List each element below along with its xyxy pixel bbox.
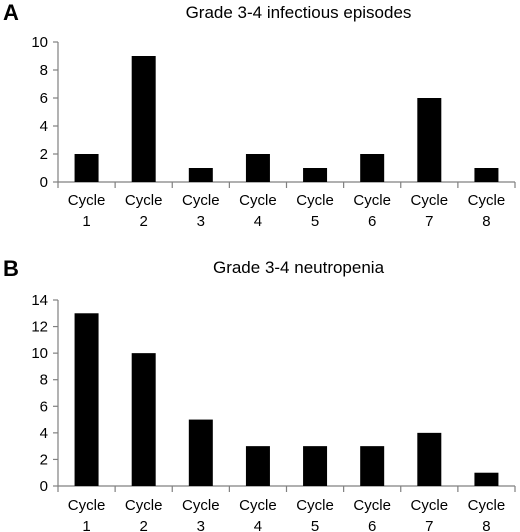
x-tick-label: 1 bbox=[82, 213, 90, 230]
panel-a-infectious-episodes: A Grade 3-4 infectious episodes 0 2 4 6 8 10 Cyc… bbox=[3, 0, 516, 230]
x-tick-label: 6 bbox=[368, 518, 376, 532]
bar bbox=[74, 313, 99, 486]
y-tick-label: 4 bbox=[40, 118, 48, 135]
y-tick-label: 2 bbox=[40, 146, 48, 163]
x-tick-label: Cycle bbox=[125, 192, 163, 209]
bar bbox=[245, 446, 270, 486]
bar bbox=[188, 419, 213, 486]
bar bbox=[74, 154, 99, 182]
x-tick-label: 8 bbox=[482, 213, 490, 230]
x-tick-label: 8 bbox=[482, 518, 490, 532]
bar bbox=[131, 353, 156, 486]
x-tick-label: 4 bbox=[254, 518, 262, 532]
bar bbox=[417, 432, 442, 486]
x-tick-label: 5 bbox=[311, 518, 319, 532]
y-tick-label: 0 bbox=[40, 174, 48, 191]
x-tick-label: Cycle bbox=[411, 192, 449, 209]
x-tick-label: Cycle bbox=[296, 192, 334, 209]
x-tick-label: Cycle bbox=[353, 192, 391, 209]
panel-b-neutropenia: B Grade 3-4 neutropenia 0 2 4 6 8 10 12 14 Cycle 1 C… bbox=[3, 256, 516, 532]
x-tick-label: Cycle bbox=[68, 192, 106, 209]
y-tick-label: 8 bbox=[40, 62, 48, 79]
x-tick-label: Cycle bbox=[411, 497, 449, 514]
bar bbox=[474, 168, 499, 182]
x-tick-label: 3 bbox=[197, 518, 205, 532]
bar bbox=[360, 446, 385, 486]
y-tick-label: 4 bbox=[40, 425, 48, 442]
x-tick-label: Cycle bbox=[182, 192, 220, 209]
chart-title: Grade 3-4 infectious episodes bbox=[186, 3, 412, 22]
x-tick-label: Cycle bbox=[239, 192, 277, 209]
y-tick-label: 12 bbox=[31, 319, 48, 336]
bar bbox=[303, 168, 328, 182]
x-tick-label: 7 bbox=[425, 213, 433, 230]
bar bbox=[245, 154, 270, 182]
x-tick-label: Cycle bbox=[68, 497, 106, 514]
y-tick-label: 2 bbox=[40, 451, 48, 468]
x-tick-label: Cycle bbox=[125, 497, 163, 514]
x-tick-label: 3 bbox=[197, 213, 205, 230]
x-tick-label: 1 bbox=[82, 518, 90, 532]
x-tick-label: Cycle bbox=[182, 497, 220, 514]
x-tick-label: 6 bbox=[368, 213, 376, 230]
x-tick-label: Cycle bbox=[296, 497, 334, 514]
y-tick-label: 6 bbox=[40, 90, 48, 107]
bar bbox=[360, 154, 385, 182]
panel-letter: A bbox=[3, 0, 19, 25]
y-tick-label: 14 bbox=[31, 292, 48, 309]
y-tick-label: 6 bbox=[40, 398, 48, 415]
y-tick-label: 10 bbox=[31, 345, 48, 362]
x-tick-label: Cycle bbox=[239, 497, 277, 514]
x-tick-label: Cycle bbox=[468, 497, 506, 514]
x-tick-label: 5 bbox=[311, 213, 319, 230]
bar bbox=[303, 446, 328, 486]
panel-letter: B bbox=[3, 256, 19, 281]
x-tick-label: 2 bbox=[140, 213, 148, 230]
bar bbox=[131, 56, 156, 182]
y-tick-label: 10 bbox=[31, 34, 48, 51]
chart-title: Grade 3-4 neutropenia bbox=[213, 258, 385, 277]
bar bbox=[188, 168, 213, 182]
x-tick-label: Cycle bbox=[353, 497, 391, 514]
x-tick-label: 7 bbox=[425, 518, 433, 532]
bar bbox=[474, 472, 499, 486]
bar bbox=[417, 98, 442, 182]
x-tick-label: Cycle bbox=[468, 192, 506, 209]
y-tick-label: 8 bbox=[40, 372, 48, 389]
y-tick-label: 0 bbox=[40, 478, 48, 495]
x-tick-label: 4 bbox=[254, 213, 262, 230]
x-tick-label: 2 bbox=[140, 518, 148, 532]
